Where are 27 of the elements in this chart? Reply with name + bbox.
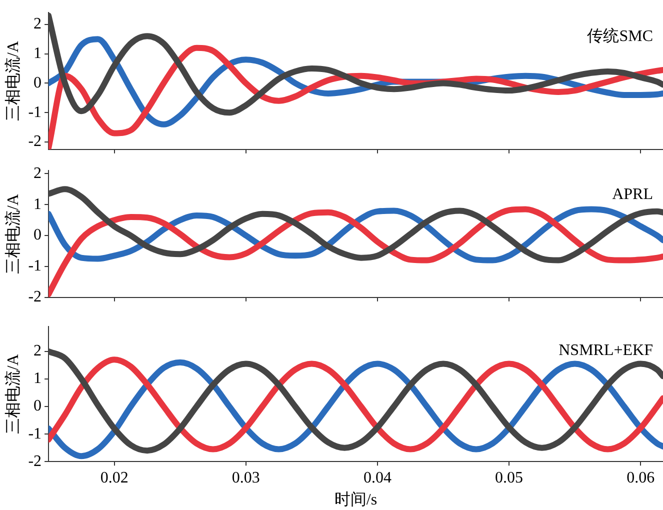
y-tick-label: 0 bbox=[34, 226, 42, 244]
x-tick-label: 0.02 bbox=[100, 469, 128, 486]
y-tick-label: 0 bbox=[34, 398, 42, 415]
annotation: APRL bbox=[612, 186, 653, 203]
annotation: NSMRL+EKF bbox=[558, 342, 654, 359]
y-tick-label: -2 bbox=[28, 288, 42, 306]
y-tick-label: 1 bbox=[34, 196, 42, 213]
y-tick-label: 2 bbox=[34, 164, 42, 182]
y-axis-title: 三相电流/A bbox=[4, 40, 22, 121]
y-tick-label: -2 bbox=[28, 452, 42, 470]
y-tick-label: -2 bbox=[28, 133, 42, 150]
x-tick-label: 0.06 bbox=[626, 469, 655, 486]
y-tick-label: -1 bbox=[28, 258, 42, 275]
x-tick-label: 0.04 bbox=[363, 469, 392, 486]
y-tick-label: 0 bbox=[34, 74, 42, 92]
y-tick-label: -1 bbox=[28, 425, 42, 442]
y-tick-label: 2 bbox=[34, 342, 42, 360]
y-tick-label: 2 bbox=[34, 16, 42, 33]
y-axis-title: 三相电流/A bbox=[4, 194, 22, 274]
x-axis-title: 时间/s bbox=[334, 490, 378, 509]
x-tick-label: 0.03 bbox=[232, 469, 260, 486]
y-tick-label: -1 bbox=[28, 104, 42, 121]
annotation: 传统SMC bbox=[587, 26, 653, 45]
y-axis-title: 三相电流/A bbox=[4, 354, 22, 434]
y-tick-label: 1 bbox=[34, 44, 42, 62]
x-tick-label: 0.05 bbox=[495, 469, 524, 486]
y-tick-label: 1 bbox=[34, 370, 42, 388]
